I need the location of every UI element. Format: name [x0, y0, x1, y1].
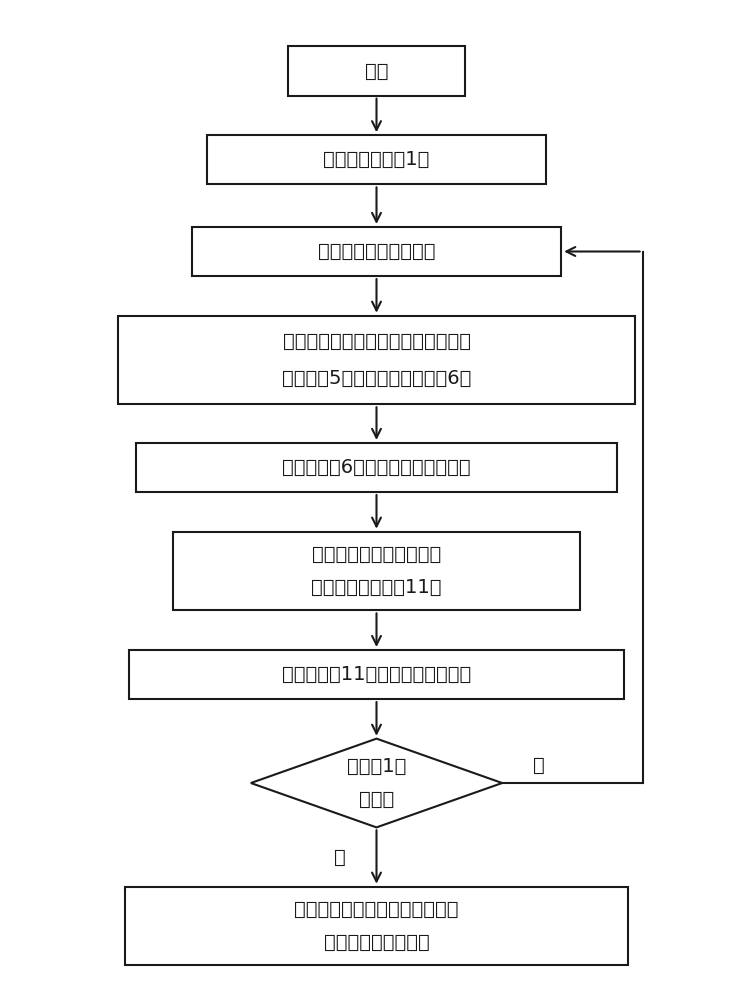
Text: 固定接入矩阵，构建无人机航迹的优: 固定接入矩阵，构建无人机航迹的优 — [282, 332, 471, 351]
FancyBboxPatch shape — [125, 887, 628, 965]
FancyBboxPatch shape — [192, 227, 561, 276]
FancyBboxPatch shape — [206, 135, 547, 184]
Text: 是: 是 — [334, 847, 346, 866]
Text: 户接入优化问题（11）: 户接入优化问题（11） — [311, 578, 442, 597]
Text: 初始化用户接入矩阵Ｐ: 初始化用户接入矩阵Ｐ — [318, 242, 435, 261]
FancyBboxPatch shape — [129, 650, 624, 699]
Text: 航迹和用户接入矩阵: 航迹和用户接入矩阵 — [324, 933, 429, 952]
Text: 收敛？: 收敛？ — [359, 790, 394, 809]
Text: 求解问题（6）得到最优无人机航迹: 求解问题（6）得到最优无人机航迹 — [282, 458, 471, 477]
FancyBboxPatch shape — [117, 316, 636, 404]
FancyBboxPatch shape — [288, 46, 465, 96]
Text: 化问题（5），转化为凸问题（6）: 化问题（5），转化为凸问题（6） — [282, 369, 471, 388]
Polygon shape — [251, 739, 502, 827]
Text: 问题（1）: 问题（1） — [347, 757, 406, 776]
FancyBboxPatch shape — [136, 443, 617, 492]
Text: 获得边缘用户速率最大的无人机: 获得边缘用户速率最大的无人机 — [294, 900, 459, 919]
Text: 求解问题（11）得到最优接入矩阵: 求解问题（11）得到最优接入矩阵 — [282, 665, 471, 684]
Text: 否: 否 — [533, 756, 545, 775]
Text: 构建优化问题（1）: 构建优化问题（1） — [323, 150, 430, 169]
FancyBboxPatch shape — [173, 532, 580, 610]
Text: 开始: 开始 — [364, 62, 389, 81]
Text: 固定无人机航迹，构建用: 固定无人机航迹，构建用 — [312, 545, 441, 564]
